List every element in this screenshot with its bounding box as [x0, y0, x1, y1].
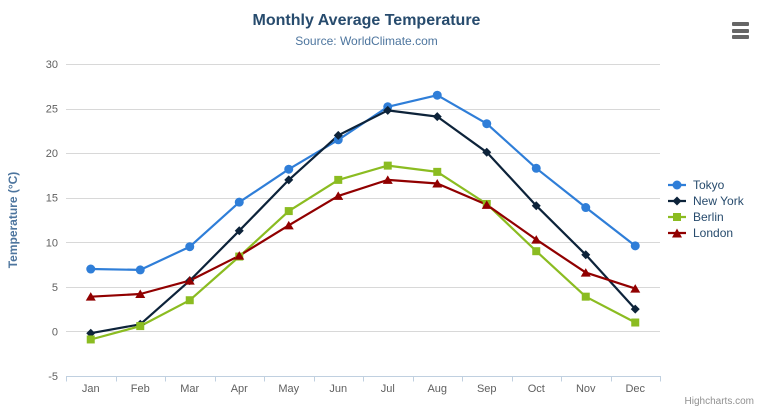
data-point-berlin[interactable] [86, 335, 95, 344]
y-axis-label: 5 [52, 282, 58, 294]
x-axis-label: Nov [576, 383, 596, 395]
legend-marker-square [668, 213, 686, 221]
data-point-tokyo[interactable] [135, 265, 145, 275]
data-point-new-york[interactable] [630, 304, 640, 314]
data-point-london[interactable] [531, 235, 542, 244]
hamburger-bar [732, 28, 749, 33]
x-axis-label: Apr [231, 383, 248, 395]
series-line-berlin[interactable] [90, 164, 636, 341]
x-axis-label: Jan [82, 383, 100, 395]
legend-label: Tokyo [693, 178, 725, 192]
legend: Tokyo New York Berlin London [667, 177, 744, 241]
data-point-london[interactable] [234, 251, 245, 260]
data-point-berlin[interactable] [334, 175, 343, 184]
x-axis-label: Jul [381, 383, 395, 395]
x-axis-label: Dec [625, 383, 645, 395]
hamburger-bar [732, 22, 749, 26]
y-axis-label: 15 [46, 193, 58, 205]
legend-item-new-york[interactable]: New York [667, 193, 744, 209]
series-line-new-york[interactable] [90, 109, 637, 335]
y-axis-label: 0 [52, 326, 58, 338]
x-axis-label: Mar [180, 383, 199, 395]
data-point-london[interactable] [135, 289, 146, 298]
data-point-tokyo[interactable] [630, 241, 640, 251]
hamburger-bar [732, 35, 749, 39]
x-axis-label: Feb [131, 383, 150, 395]
legend-item-london[interactable]: London [667, 225, 744, 241]
data-point-tokyo[interactable] [234, 197, 244, 207]
y-axis-label: -5 [48, 371, 58, 383]
legend-label: New York [693, 194, 744, 208]
chart-subtitle: Source: WorldClimate.com [295, 34, 438, 48]
legend-label: London [693, 226, 734, 240]
credits-link[interactable]: Highcharts.com [684, 396, 754, 407]
data-point-london[interactable] [333, 191, 344, 200]
data-point-tokyo[interactable] [581, 203, 591, 213]
data-point-berlin[interactable] [581, 292, 590, 301]
data-point-london[interactable] [184, 276, 195, 285]
x-axis-label: Oct [528, 383, 545, 395]
y-axis-label: 20 [46, 148, 58, 160]
data-point-new-york[interactable] [581, 250, 591, 260]
data-point-berlin[interactable] [383, 161, 392, 170]
data-point-new-york[interactable] [531, 201, 541, 211]
x-axis-label: Jun [329, 383, 347, 395]
data-point-berlin[interactable] [631, 318, 640, 327]
y-axis-label: 10 [46, 237, 58, 249]
data-point-berlin[interactable] [532, 247, 541, 256]
data-point-new-york[interactable] [234, 226, 244, 236]
data-point-tokyo[interactable] [482, 119, 492, 129]
x-axis-label: Sep [477, 383, 497, 395]
data-point-london[interactable] [283, 220, 294, 230]
hamburger-menu-icon[interactable] [732, 22, 749, 42]
y-axis-label: 30 [46, 59, 58, 71]
data-point-tokyo[interactable] [86, 264, 96, 274]
series-line-london[interactable] [90, 178, 636, 298]
data-point-london[interactable] [432, 178, 443, 188]
series-line-tokyo[interactable] [90, 94, 636, 271]
data-point-berlin[interactable] [136, 322, 145, 331]
data-point-berlin[interactable] [185, 296, 194, 305]
x-axis-label: Aug [427, 383, 447, 395]
data-point-new-york[interactable] [284, 175, 294, 185]
data-point-tokyo[interactable] [185, 242, 195, 252]
data-point-tokyo[interactable] [284, 164, 294, 174]
legend-item-tokyo[interactable]: Tokyo [667, 177, 744, 193]
data-point-london[interactable] [382, 175, 393, 184]
x-axis-label: May [278, 383, 299, 395]
legend-item-berlin[interactable]: Berlin [667, 209, 744, 225]
legend-marker-circle [668, 180, 686, 190]
data-point-berlin[interactable] [284, 207, 293, 216]
legend-marker-triangle [668, 228, 686, 238]
data-point-london[interactable] [630, 284, 641, 293]
legend-marker-diamond [668, 196, 686, 206]
data-point-new-york[interactable] [333, 130, 343, 140]
data-point-berlin[interactable] [433, 167, 442, 176]
data-point-new-york[interactable] [482, 147, 492, 157]
data-point-new-york[interactable] [383, 105, 393, 115]
data-point-london[interactable] [580, 268, 591, 277]
y-axis-label: 25 [46, 104, 58, 116]
chart-title: Monthly Average Temperature [252, 12, 481, 29]
y-axis-title: Temperature (°C) [6, 172, 20, 269]
data-point-tokyo[interactable] [531, 163, 541, 173]
legend-label: Berlin [693, 210, 724, 224]
data-point-tokyo[interactable] [432, 90, 442, 100]
data-point-london[interactable] [85, 292, 96, 301]
data-point-new-york[interactable] [432, 112, 442, 122]
data-point-london[interactable] [481, 200, 492, 209]
